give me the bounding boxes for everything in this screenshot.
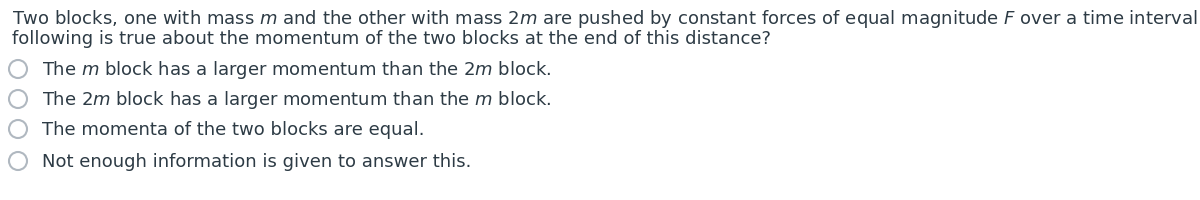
Text: Not enough information is given to answer this.: Not enough information is given to answe… bbox=[42, 152, 472, 170]
Text: The momenta of the two blocks are equal.: The momenta of the two blocks are equal. bbox=[42, 120, 425, 138]
Text: following is true about the momentum of the two blocks at the end of this distan: following is true about the momentum of … bbox=[12, 30, 772, 48]
Text: The $m$ block has a larger momentum than the $2m$ block.: The $m$ block has a larger momentum than… bbox=[42, 59, 551, 81]
Text: Two blocks, one with mass $m$ and the other with mass $2m$ are pushed by constan: Two blocks, one with mass $m$ and the ot… bbox=[12, 8, 1200, 30]
Text: The $2m$ block has a larger momentum than the $m$ block.: The $2m$ block has a larger momentum tha… bbox=[42, 89, 551, 110]
